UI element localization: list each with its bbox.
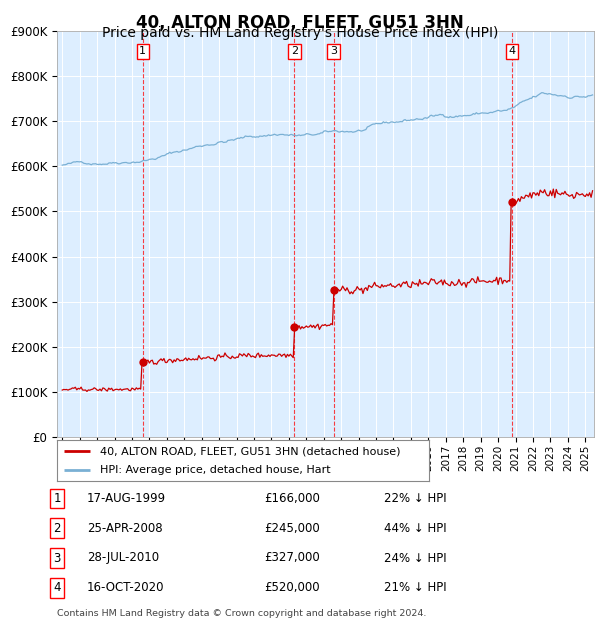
Text: Price paid vs. HM Land Registry's House Price Index (HPI): Price paid vs. HM Land Registry's House …	[102, 26, 498, 40]
Text: 28-JUL-2010: 28-JUL-2010	[87, 552, 159, 564]
Text: 40, ALTON ROAD, FLEET, GU51 3HN: 40, ALTON ROAD, FLEET, GU51 3HN	[136, 14, 464, 32]
Text: Contains HM Land Registry data © Crown copyright and database right 2024.: Contains HM Land Registry data © Crown c…	[57, 609, 427, 618]
Text: 2: 2	[53, 522, 61, 534]
Text: £245,000: £245,000	[264, 522, 320, 534]
Text: 4: 4	[53, 582, 61, 594]
Text: £327,000: £327,000	[264, 552, 320, 564]
Text: 3: 3	[53, 552, 61, 564]
Text: £166,000: £166,000	[264, 492, 320, 505]
Text: 24% ↓ HPI: 24% ↓ HPI	[384, 552, 446, 564]
Text: 17-AUG-1999: 17-AUG-1999	[87, 492, 166, 505]
Text: HPI: Average price, detached house, Hart: HPI: Average price, detached house, Hart	[100, 464, 331, 475]
Text: 16-OCT-2020: 16-OCT-2020	[87, 582, 164, 594]
Text: 1: 1	[139, 46, 146, 56]
Text: 3: 3	[330, 46, 337, 56]
Text: 4: 4	[508, 46, 515, 56]
Text: 44% ↓ HPI: 44% ↓ HPI	[384, 522, 446, 534]
Text: 21% ↓ HPI: 21% ↓ HPI	[384, 582, 446, 594]
Text: £520,000: £520,000	[264, 582, 320, 594]
Text: 2: 2	[291, 46, 298, 56]
Text: 25-APR-2008: 25-APR-2008	[87, 522, 163, 534]
Text: 1: 1	[53, 492, 61, 505]
Text: 22% ↓ HPI: 22% ↓ HPI	[384, 492, 446, 505]
Text: 40, ALTON ROAD, FLEET, GU51 3HN (detached house): 40, ALTON ROAD, FLEET, GU51 3HN (detache…	[100, 446, 400, 456]
